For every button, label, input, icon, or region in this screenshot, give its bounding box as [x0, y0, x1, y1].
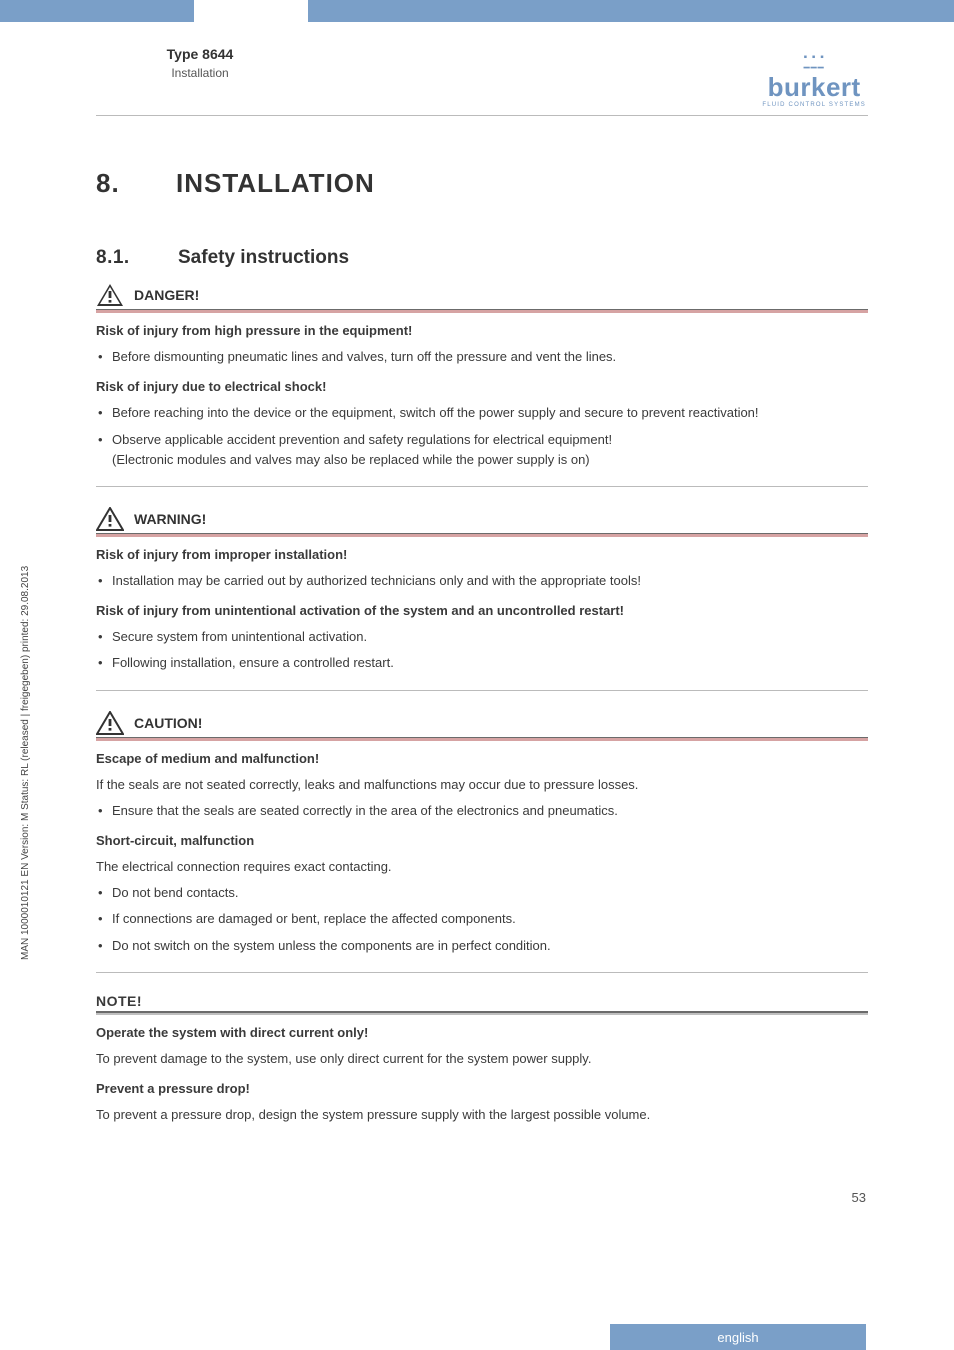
header-tab-cutout [194, 0, 308, 22]
note-callout: NOTE! Operate the system with direct cur… [96, 993, 868, 1126]
note-subhead-2: Prevent a pressure drop! [96, 1079, 868, 1099]
danger-triangle-icon [96, 283, 124, 307]
caution-para-2: The electrical connection requires exact… [96, 857, 868, 877]
note-rule [96, 1011, 868, 1015]
language-bar: english [610, 1324, 866, 1350]
danger-rule [96, 309, 868, 313]
page-content: 8.INSTALLATION 8.1.Safety instructions D… [96, 168, 868, 1145]
caution-subhead-2: Short-circuit, malfunction [96, 831, 868, 851]
logo-subtext: FLUID CONTROL SYSTEMS [762, 102, 866, 108]
warning-bullet-1: Installation may be carried out by autho… [96, 571, 868, 591]
section-number: 8. [96, 168, 176, 199]
caution-rule [96, 737, 868, 741]
note-para-1: To prevent damage to the system, use onl… [96, 1049, 868, 1069]
warning-rule [96, 533, 868, 537]
caution-subhead-1: Escape of medium and malfunction! [96, 749, 868, 769]
danger-bullet-1: Before dismounting pneumatic lines and v… [96, 347, 868, 367]
subsection-number: 8.1. [96, 247, 178, 269]
caution-para-1: If the seals are not seated correctly, l… [96, 775, 868, 795]
caution-bullet-3: If connections are damaged or bent, repl… [96, 909, 868, 929]
caution-bullet-4: Do not switch on the system unless the c… [96, 936, 868, 956]
warning-subhead-1: Risk of injury from improper installatio… [96, 545, 868, 565]
warning-triangle-icon [96, 507, 124, 531]
warning-bullet-2: Secure system from unintentional activat… [96, 627, 868, 647]
warning-label: WARNING! [134, 511, 206, 527]
danger-bullet-3: Observe applicable accident prevention a… [96, 430, 868, 470]
page-number: 53 [852, 1190, 866, 1205]
caution-triangle-icon [96, 711, 124, 735]
section-heading: 8.INSTALLATION [96, 168, 868, 199]
subsection-title-text: Safety instructions [178, 247, 349, 268]
header-bar [0, 0, 954, 22]
danger-callout: DANGER! Risk of injury from high pressur… [96, 283, 868, 487]
note-para-2: To prevent a pressure drop, design the s… [96, 1105, 868, 1125]
doc-type-title: Type 8644 [100, 46, 300, 62]
logo-text: burkert [762, 74, 866, 100]
danger-label: DANGER! [134, 287, 199, 303]
logo-dots-icon: ▪ ▪ ▪━━━ [762, 52, 866, 74]
warning-subhead-2: Risk of injury from unintentional activa… [96, 601, 868, 621]
warning-bullet-3: Following installation, ensure a control… [96, 653, 868, 673]
danger-subhead-2: Risk of injury due to electrical shock! [96, 377, 868, 397]
caution-bullet-1: Ensure that the seals are seated correct… [96, 801, 868, 821]
note-subhead-1: Operate the system with direct current o… [96, 1023, 868, 1043]
caution-bullet-2: Do not bend contacts. [96, 883, 868, 903]
caution-callout: CAUTION! Escape of medium and malfunctio… [96, 711, 868, 973]
danger-bullet-2: Before reaching into the device or the e… [96, 403, 868, 423]
caution-label: CAUTION! [134, 715, 202, 731]
side-metadata-text: MAN 1000010121 EN Version: M Status: RL … [20, 566, 31, 960]
section-title-text: INSTALLATION [176, 168, 375, 198]
subsection-heading: 8.1.Safety instructions [96, 247, 868, 269]
header-divider [96, 115, 868, 116]
language-label: english [717, 1330, 758, 1345]
danger-subhead-1: Risk of injury from high pressure in the… [96, 321, 868, 341]
brand-logo: ▪ ▪ ▪━━━ burkert FLUID CONTROL SYSTEMS [762, 52, 866, 108]
warning-callout: WARNING! Risk of injury from improper in… [96, 507, 868, 691]
doc-type-subtitle: Installation [100, 66, 300, 80]
note-label: NOTE! [96, 993, 868, 1009]
